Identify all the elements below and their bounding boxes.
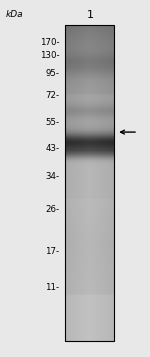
Text: 11-: 11- (45, 282, 59, 292)
Bar (65, 25, 114, 341)
Text: 95-: 95- (45, 69, 59, 79)
Text: 72-: 72- (45, 91, 59, 100)
Text: 130-: 130- (40, 51, 59, 60)
Text: 43-: 43- (45, 144, 59, 153)
Text: 1: 1 (87, 10, 93, 20)
Text: 170-: 170- (40, 38, 59, 47)
Text: 17-: 17- (45, 247, 59, 256)
Text: 55-: 55- (45, 117, 59, 127)
Text: 34-: 34- (45, 172, 59, 181)
Text: 26-: 26- (45, 205, 59, 214)
Text: kDa: kDa (6, 10, 24, 20)
